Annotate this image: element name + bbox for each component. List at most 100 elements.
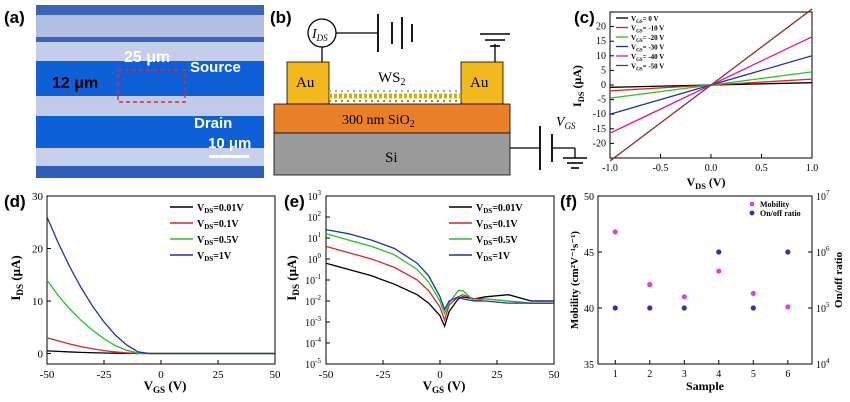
x-tick-label: -0.5 xyxy=(653,163,669,174)
x-tick-label: 0.5 xyxy=(755,163,768,174)
x-tick-label: -50 xyxy=(40,369,55,381)
channel-region xyxy=(36,116,264,148)
y-tick-label: -5 xyxy=(598,95,606,106)
y-axis-label: IDS (μA) xyxy=(284,255,301,300)
y-tick-label: 50 xyxy=(584,192,594,203)
electrode-stripe xyxy=(36,96,264,116)
chart-c: -1.0 -0.5 0.0 0.5 1.0 20 15 10 5 0 -5 -10 -15 -20 VGS=… xyxy=(570,8,819,191)
y-right-tick-label: 107 xyxy=(816,189,830,203)
au-electrode-left xyxy=(286,61,330,105)
y-tick-label: -15 xyxy=(593,124,606,135)
onoff-point xyxy=(612,305,618,311)
label-source: Source xyxy=(190,59,241,76)
x-tick-label: 1.0 xyxy=(806,163,819,174)
y-tick-label: -20 xyxy=(593,138,606,149)
micrograph-edge xyxy=(36,166,264,178)
y-tick-label: 30 xyxy=(32,191,44,203)
y-right-axis-label: On/off ratio xyxy=(833,252,845,308)
y-right-tick-label: 106 xyxy=(816,245,830,259)
legend-label: VDS=0.1V xyxy=(476,219,518,231)
y-right-tick-label: 104 xyxy=(816,357,830,371)
electrode-stripe xyxy=(36,42,264,61)
x-tick-label: 50 xyxy=(549,369,561,381)
au-left-label: Au xyxy=(296,75,315,91)
mobility-point xyxy=(612,229,618,235)
legend-label: VDS=0.01V xyxy=(476,203,523,215)
mobility-point xyxy=(647,281,653,288)
x-tick-label: 2 xyxy=(647,369,652,380)
plot-frame xyxy=(46,195,276,365)
y-tick-label: 102 xyxy=(308,210,322,224)
y-tick-label: 20 xyxy=(32,244,44,256)
panel-b-letter: (b) xyxy=(270,8,292,27)
series-line xyxy=(46,337,275,355)
y-right-tick-label: 105 xyxy=(816,301,830,315)
chart-d: -50 -25 0 25 50 30 20 10 0 VDS=0.01V VDS=0.1V VDS=0… xyxy=(8,191,281,395)
mobility-point xyxy=(785,304,791,310)
plot-frame xyxy=(325,195,555,365)
legend-label: VDS=0.1V xyxy=(197,219,239,231)
x-tick-label: 50 xyxy=(270,369,282,381)
x-tick-label: -50 xyxy=(319,369,334,381)
label-12um: 12 μm xyxy=(52,75,98,92)
y-axis-label: Mobility (cm²V⁻¹s⁻¹) xyxy=(569,231,581,330)
y-tick-label: 15 xyxy=(596,36,606,47)
series-line xyxy=(325,233,554,316)
panel-a-micrograph xyxy=(36,5,264,178)
x-tick-label: 0 xyxy=(437,369,443,381)
panel-f-letter: (f) xyxy=(560,192,577,211)
ids-symbol: IDS xyxy=(311,27,328,43)
legend-label: VGS= -20 V xyxy=(631,34,664,44)
x-tick-label: 5 xyxy=(751,369,756,380)
ws2-lattice xyxy=(329,90,461,102)
panel-c-letter: (c) xyxy=(574,8,595,27)
legend-label: VDS=1V xyxy=(197,251,232,263)
series-line xyxy=(46,216,275,355)
y-tick-label: 0 xyxy=(601,80,606,91)
sio2-label: 300 nm SiO2 xyxy=(342,113,415,130)
vgs-symbol: VGS xyxy=(556,115,576,131)
x-tick-label: 0.0 xyxy=(705,163,718,174)
x-tick-label: 25 xyxy=(213,369,225,381)
panel-d-letter: (d) xyxy=(4,192,26,211)
plot-frame xyxy=(597,195,813,365)
chart-e: -50 -25 0 25 50 103 102 101 100 10-1 10-2 10-3 10-4 1… xyxy=(284,189,560,395)
channel-region xyxy=(36,60,264,96)
legend-marker xyxy=(749,210,755,216)
y-tick-label: 40 xyxy=(584,304,594,315)
panel-a-letter: (a) xyxy=(4,8,25,27)
au-right-label: Au xyxy=(470,75,489,91)
legend-label: VDS=0.5V xyxy=(197,235,239,247)
legend-label: VGS= -40 V xyxy=(631,53,664,63)
au-electrode-right xyxy=(460,61,504,105)
legend-label: VDS=0.01V xyxy=(197,203,244,215)
y-tick-label: 101 xyxy=(308,231,322,245)
x-tick-label: -1.0 xyxy=(602,163,618,174)
y-tick-label: 10-1 xyxy=(305,273,321,287)
x-tick-label: 3 xyxy=(682,369,687,380)
si-substrate xyxy=(273,132,511,176)
panel-a-labels: 25 μm 12 μm Source Drain 10 μm xyxy=(52,49,251,152)
x-tick-label: 4 xyxy=(716,369,721,380)
label-drain: Drain xyxy=(194,115,232,132)
x-axis-label: Sample xyxy=(686,379,725,393)
sio2-layer xyxy=(273,103,511,134)
x-tick-label: 6 xyxy=(785,369,790,380)
x-tick-label: -25 xyxy=(376,369,391,381)
y-tick-label: 10-3 xyxy=(305,315,321,329)
label-25um: 25 μm xyxy=(124,49,170,66)
panel-b-labels: IDS Au Au WS2 300 nm SiO2 Si VGS xyxy=(296,27,576,166)
selection-box xyxy=(117,69,186,103)
legend-label: On/off ratio xyxy=(760,209,801,218)
onoff-point xyxy=(681,305,687,311)
x-tick-label: 25 xyxy=(492,369,504,381)
y-tick-label: 5 xyxy=(601,65,606,76)
series-line xyxy=(609,8,813,162)
x-axis-label: VGS (V) xyxy=(144,378,187,395)
x-tick-label: 1 xyxy=(613,369,618,380)
y-tick-label: 35 xyxy=(584,360,594,371)
y-tick-label: 10-4 xyxy=(305,336,321,350)
y-tick-label: 45 xyxy=(584,248,594,259)
panel-b-schematic xyxy=(273,14,587,176)
